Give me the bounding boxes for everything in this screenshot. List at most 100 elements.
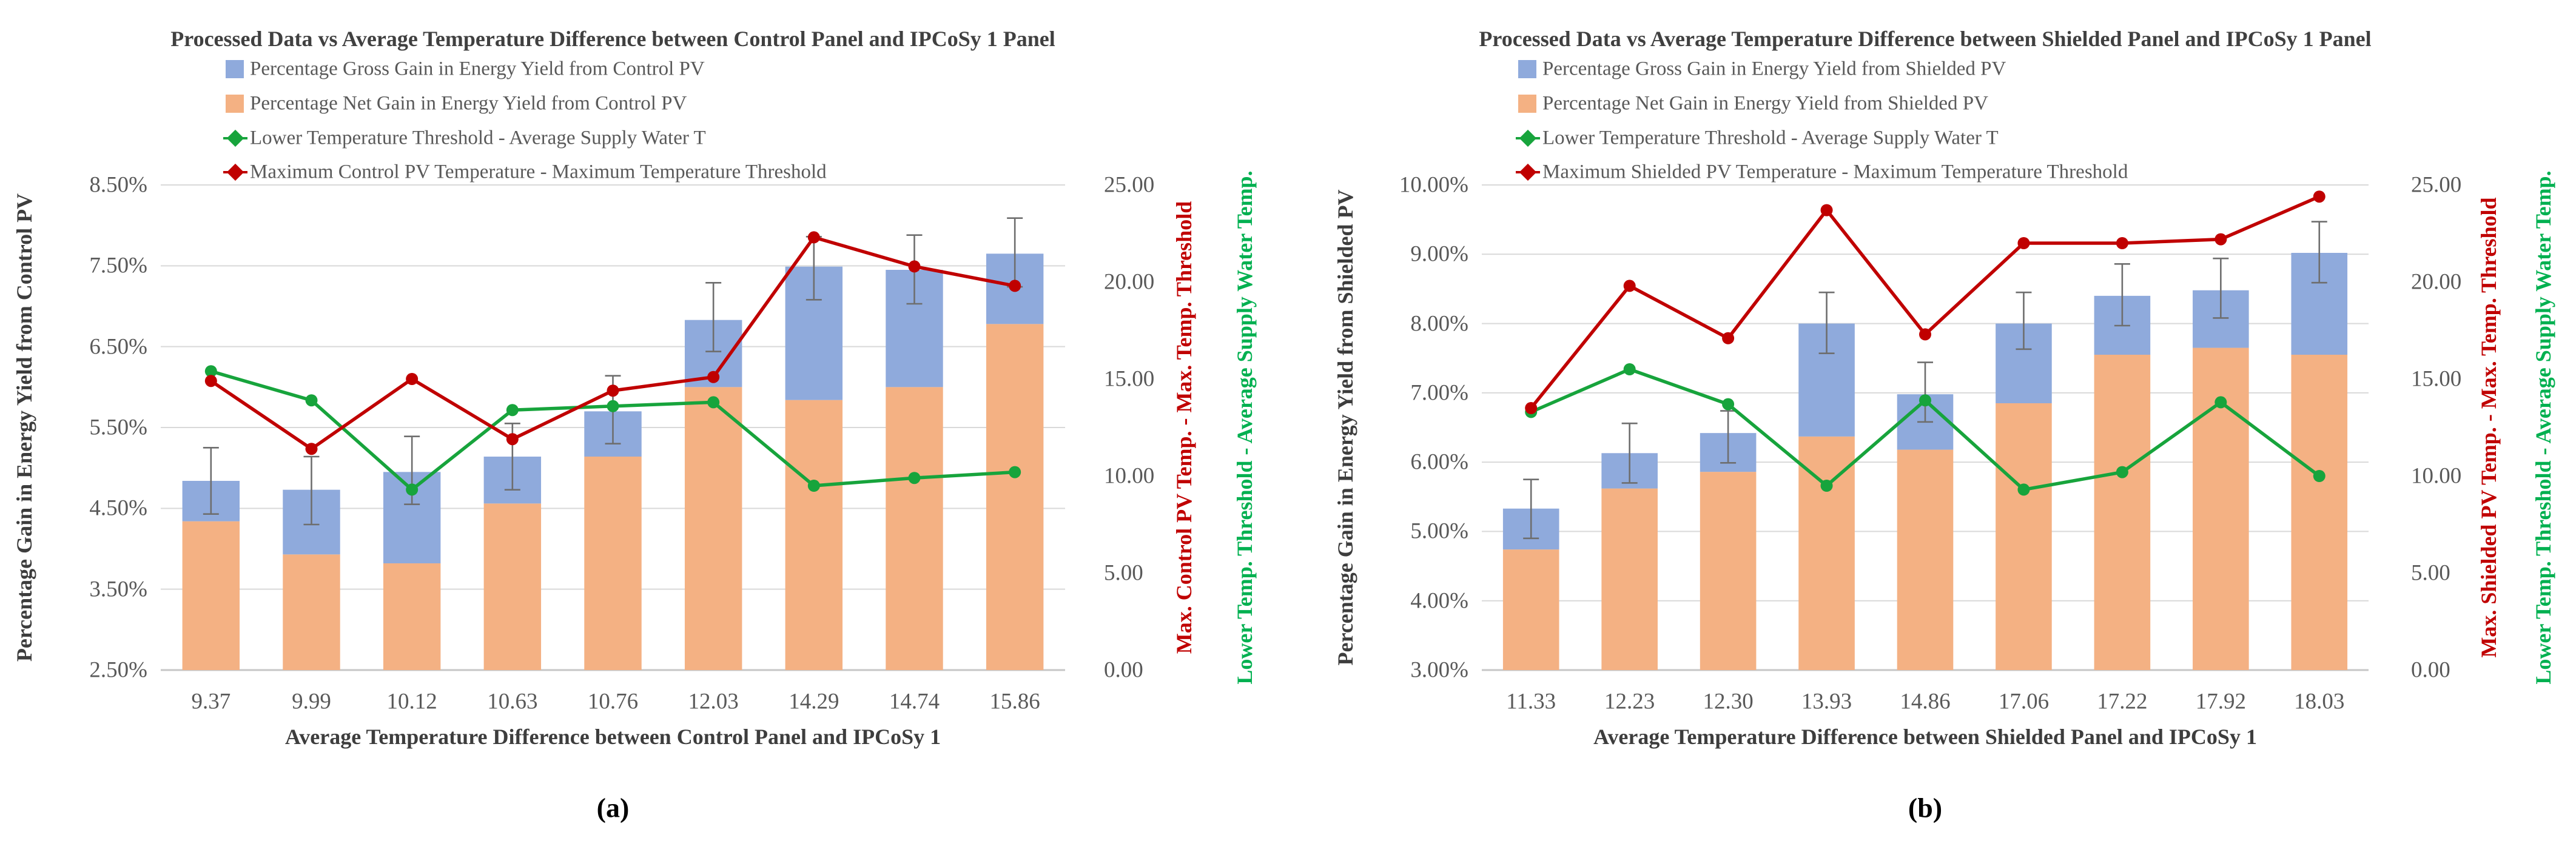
green-line-point <box>204 365 217 378</box>
legend-label: Maximum Shielded PV Temperature - Maximu… <box>1542 161 2128 183</box>
bar-net-segment <box>986 324 1044 670</box>
red-line-point <box>204 375 217 387</box>
red-line-point <box>1623 280 1636 292</box>
x-axis-title: Average Temperature Difference between C… <box>284 725 941 749</box>
legend-label: Percentage Net Gain in Energy Yield from… <box>1542 92 1988 115</box>
x-axis-title: Average Temperature Difference between S… <box>1593 725 2257 749</box>
green-line-point <box>1009 466 1021 478</box>
left-axis-tick-label: 8.50% <box>89 172 147 198</box>
left-axis-tick-label: 6.00% <box>1410 449 1468 475</box>
red-line-point <box>1525 402 1538 414</box>
legend-square-icon <box>1518 60 1536 78</box>
right-axis-tick-label: 25.00 <box>2411 172 2462 198</box>
bar-net-segment <box>1601 488 1658 670</box>
bar-net-segment <box>483 503 542 670</box>
bar-net-segment <box>584 457 642 670</box>
red-line-point <box>2313 190 2325 203</box>
x-axis-tick-label: 10.63 <box>487 689 538 714</box>
bar-net-segment <box>182 521 240 670</box>
legend-label: Percentage Net Gain in Energy Yield from… <box>250 92 687 115</box>
red-line-point <box>2116 237 2128 249</box>
right-axis-tick-label: 15.00 <box>1104 366 1155 392</box>
green-line-point <box>807 480 820 492</box>
bar-net-segment <box>2193 347 2249 670</box>
left-axis-tick-label: 5.00% <box>1410 518 1468 544</box>
left-axis-tick-label: 5.50% <box>89 415 147 440</box>
x-axis-tick-label: 18.03 <box>2294 689 2345 714</box>
bar-net-segment <box>2291 355 2348 670</box>
red-line-point <box>807 231 820 244</box>
x-axis-tick-label: 12.30 <box>1703 689 1754 714</box>
green-line-point <box>1623 363 1636 375</box>
red-line-point <box>2017 237 2030 249</box>
x-axis-tick-label: 10.76 <box>587 689 639 714</box>
left-axis-tick-label: 6.50% <box>89 334 147 360</box>
green-line-point <box>1919 394 1931 407</box>
subfigure-caption: (a) <box>596 792 630 823</box>
x-axis-tick-label: 14.74 <box>889 689 940 714</box>
chart-title: Processed Data vs Average Temperature Di… <box>1479 27 2372 51</box>
right-axis-title-red: Max. Shielded PV Temp. - Max. Temp. Thre… <box>2477 197 2501 658</box>
plot-canvas <box>1482 184 2369 671</box>
chart-b: Processed Data vs Average Temperature Di… <box>1288 0 2576 855</box>
x-axis-tick-label: 10.12 <box>386 689 437 714</box>
x-axis-tick-label: 9.37 <box>191 689 231 714</box>
legend-square-icon <box>1518 95 1536 113</box>
bar-net-segment <box>2094 355 2151 670</box>
right-axis-tick-label: 0.00 <box>2411 657 2450 683</box>
left-axis-tick-label: 3.50% <box>89 577 147 602</box>
x-axis-tick-label: 17.92 <box>2195 689 2246 714</box>
green-line-point <box>2116 466 2128 478</box>
left-axis-title: Percentage Gain in Energy Yield from Shi… <box>1333 189 1357 666</box>
x-axis-tick-label: 11.33 <box>1506 689 1556 714</box>
right-axis-tick-label: 0.00 <box>1104 657 1143 683</box>
legend-label: Lower Temperature Threshold - Average Su… <box>1542 127 1999 149</box>
left-axis-tick-label: 7.00% <box>1410 380 1468 406</box>
green-line-point <box>607 400 619 412</box>
bar-net-segment <box>1700 472 1757 670</box>
right-axis-tick-label: 25.00 <box>1104 172 1155 198</box>
right-axis-tick-label: 20.00 <box>1104 269 1155 295</box>
x-axis-tick-label: 14.86 <box>1900 689 1951 714</box>
subfigure-caption: (b) <box>1908 792 1943 823</box>
left-axis-tick-label: 9.00% <box>1410 241 1468 267</box>
bar-net-segment <box>1502 549 1559 670</box>
x-axis-tick-label: 9.99 <box>292 689 331 714</box>
left-axis-tick-label: 4.50% <box>89 495 147 521</box>
left-axis-title: Percentage Gain in Energy Yield from Con… <box>12 193 36 662</box>
red-line-point <box>1722 332 1735 344</box>
right-axis-title-green: Lower Temp. Threshold - Average Supply W… <box>1233 170 1257 685</box>
red-line-point <box>607 384 619 397</box>
chart-a: Processed Data vs Average Temperature Di… <box>12 27 1257 823</box>
red-line-point <box>506 433 519 446</box>
red-line-point <box>707 370 720 383</box>
x-axis-tick-label: 13.93 <box>1801 689 1852 714</box>
green-line-point <box>305 394 318 407</box>
left-axis-tick-label: 10.00% <box>1399 172 1468 198</box>
red-line-point <box>908 260 921 273</box>
x-axis-tick-label: 15.86 <box>989 689 1040 714</box>
plot-canvas <box>161 184 1065 671</box>
legend-label: Maximum Control PV Temperature - Maximum… <box>250 161 827 183</box>
right-axis-tick-label: 5.00 <box>2411 560 2450 586</box>
green-line-point <box>506 404 519 417</box>
legend-square-icon <box>226 95 244 113</box>
left-axis-tick-label: 4.00% <box>1410 588 1468 614</box>
left-axis-tick-label: 7.50% <box>89 253 147 278</box>
left-axis-tick-label: 3.00% <box>1410 657 1468 683</box>
chart-title: Processed Data vs Average Temperature Di… <box>170 27 1055 51</box>
bar-net-segment <box>1897 449 1954 670</box>
green-line-point <box>1722 398 1735 411</box>
x-axis-tick-label: 12.03 <box>688 689 739 714</box>
bar-net-segment <box>1996 403 2052 670</box>
x-axis-tick-label: 17.22 <box>2097 689 2148 714</box>
bar-net-segment <box>283 554 340 670</box>
red-line-point <box>1820 204 1833 216</box>
red-line-point <box>305 443 318 455</box>
left-axis-tick-label: 2.50% <box>89 657 147 683</box>
red-line-point <box>1919 328 1931 341</box>
legend-label: Lower Temperature Threshold - Average Su… <box>250 127 706 149</box>
green-line-point <box>406 483 419 496</box>
bar-net-segment <box>1798 436 1855 670</box>
red-line-point <box>406 373 419 385</box>
